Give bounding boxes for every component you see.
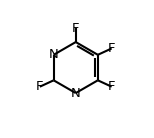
- Text: F: F: [108, 80, 115, 93]
- Text: F: F: [108, 42, 115, 55]
- Text: N: N: [49, 48, 59, 61]
- Text: N: N: [71, 87, 81, 100]
- Text: F: F: [72, 22, 79, 35]
- Text: F: F: [36, 80, 44, 93]
